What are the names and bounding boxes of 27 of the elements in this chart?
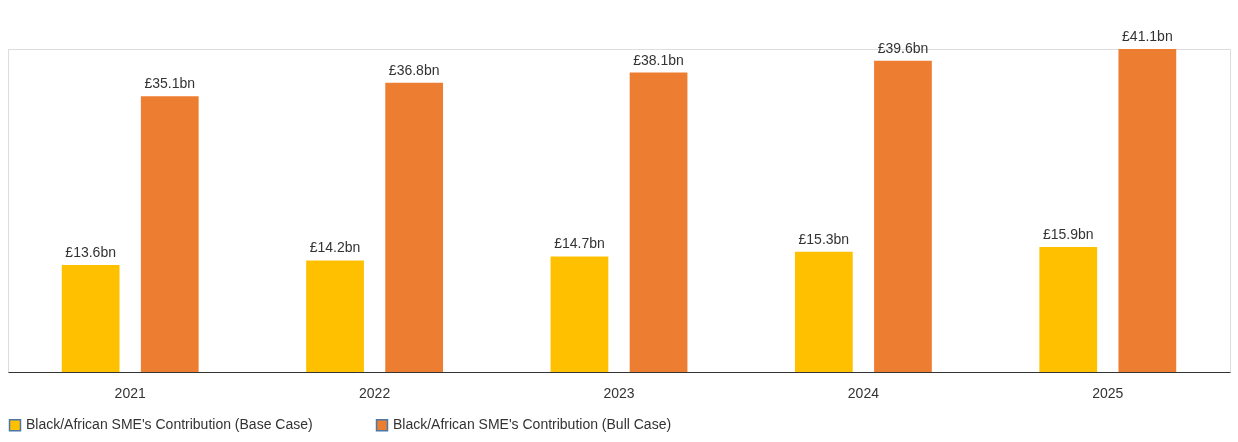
data-label: £41.1bn — [1122, 28, 1173, 44]
data-label: £14.2bn — [309, 239, 361, 256]
bar — [794, 251, 853, 372]
data-label: £39.6bn — [877, 39, 929, 56]
bar — [1118, 49, 1177, 372]
data-label: £13.6bn — [65, 244, 116, 261]
data-label: £14.7bn — [554, 235, 605, 252]
x-tick-label: 2023 — [603, 384, 635, 401]
x-tick-label: 2024 — [847, 384, 880, 401]
x-tick-label: 2022 — [359, 384, 391, 401]
data-label: £35.1bn — [144, 75, 196, 92]
bar — [1039, 247, 1098, 372]
bar — [629, 72, 688, 372]
legend-label: Black/African SME's Contribution (Bull Case) — [393, 416, 672, 433]
bar — [140, 96, 199, 372]
data-label: £15.3bn — [798, 230, 850, 247]
bar — [874, 60, 932, 372]
x-tick-label: 2021 — [114, 384, 146, 401]
bar — [550, 256, 609, 372]
bar — [306, 260, 364, 372]
legend-label: Black/African SME's Contribution (Base Case) — [26, 416, 313, 433]
x-tick-label: 2025 — [1092, 384, 1124, 401]
data-label: £36.8bn — [388, 61, 440, 78]
bar — [385, 82, 444, 372]
data-label: £15.9bn — [1042, 226, 1094, 243]
data-label: £38.1bn — [633, 51, 684, 68]
bar — [61, 265, 120, 372]
